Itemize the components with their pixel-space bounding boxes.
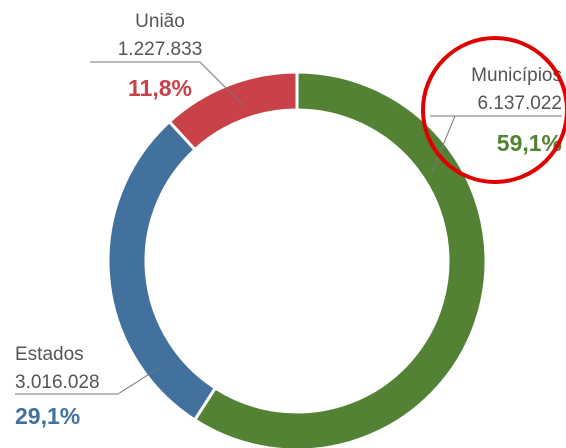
leader-line: [431, 115, 456, 173]
slice: [192, 70, 488, 448]
value-label: 11,8%: [128, 75, 192, 101]
highlight-circle: [421, 36, 566, 184]
leader-line: [199, 61, 244, 106]
value-label: 59,1%: [497, 130, 562, 156]
amount-label: 1.227.833: [118, 39, 203, 60]
labels: Municípios 6.137.022 59,1% Estados 3.016.028…: [15, 11, 562, 429]
category-label: Municípios: [471, 65, 562, 86]
slice: [167, 70, 299, 152]
value-label: 29,1%: [15, 403, 80, 429]
slice: [106, 119, 218, 423]
category-label: União: [135, 11, 185, 32]
donut: [106, 70, 488, 448]
leader-line: [117, 365, 163, 395]
amount-label: 6.137.022: [477, 93, 562, 114]
category-label: Estados: [15, 344, 84, 365]
amount-label: 3.016.028: [15, 372, 100, 393]
